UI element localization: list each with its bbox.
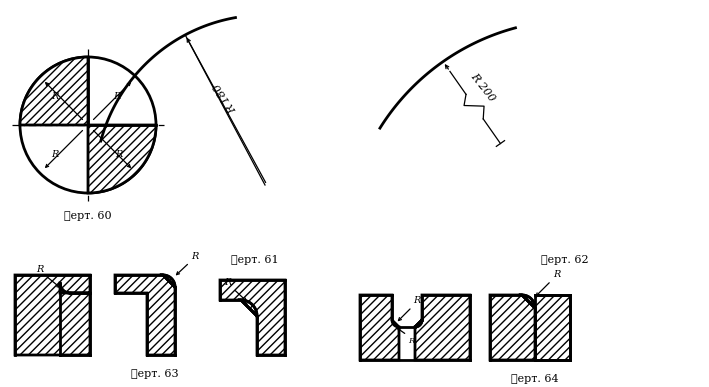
- Polygon shape: [20, 57, 88, 125]
- Text: 䉾ерт. 60: 䉾ерт. 60: [65, 211, 112, 221]
- Text: R: R: [191, 252, 199, 260]
- Polygon shape: [490, 295, 535, 360]
- Text: R: R: [413, 296, 420, 305]
- Text: R 200: R 200: [469, 72, 497, 104]
- Text: R: R: [51, 92, 59, 101]
- Polygon shape: [415, 295, 470, 360]
- Polygon shape: [535, 295, 570, 360]
- Text: 䉾ерт. 64: 䉾ерт. 64: [511, 374, 559, 384]
- Polygon shape: [115, 275, 175, 355]
- Text: R: R: [51, 149, 59, 159]
- Text: R: R: [408, 337, 414, 345]
- Text: 䉾ерт. 63: 䉾ерт. 63: [131, 369, 179, 379]
- Text: R: R: [116, 149, 123, 159]
- Polygon shape: [88, 125, 156, 193]
- Text: R 180: R 180: [213, 81, 240, 115]
- Polygon shape: [15, 275, 90, 355]
- Text: R: R: [553, 270, 561, 279]
- Text: 䉾ерт. 62: 䉾ерт. 62: [541, 255, 588, 265]
- Text: R: R: [113, 92, 121, 101]
- Polygon shape: [360, 295, 399, 360]
- Text: 䉾ерт. 61: 䉾ерт. 61: [231, 255, 279, 265]
- Polygon shape: [220, 280, 285, 355]
- Text: R: R: [36, 265, 43, 274]
- Text: R: R: [224, 278, 231, 287]
